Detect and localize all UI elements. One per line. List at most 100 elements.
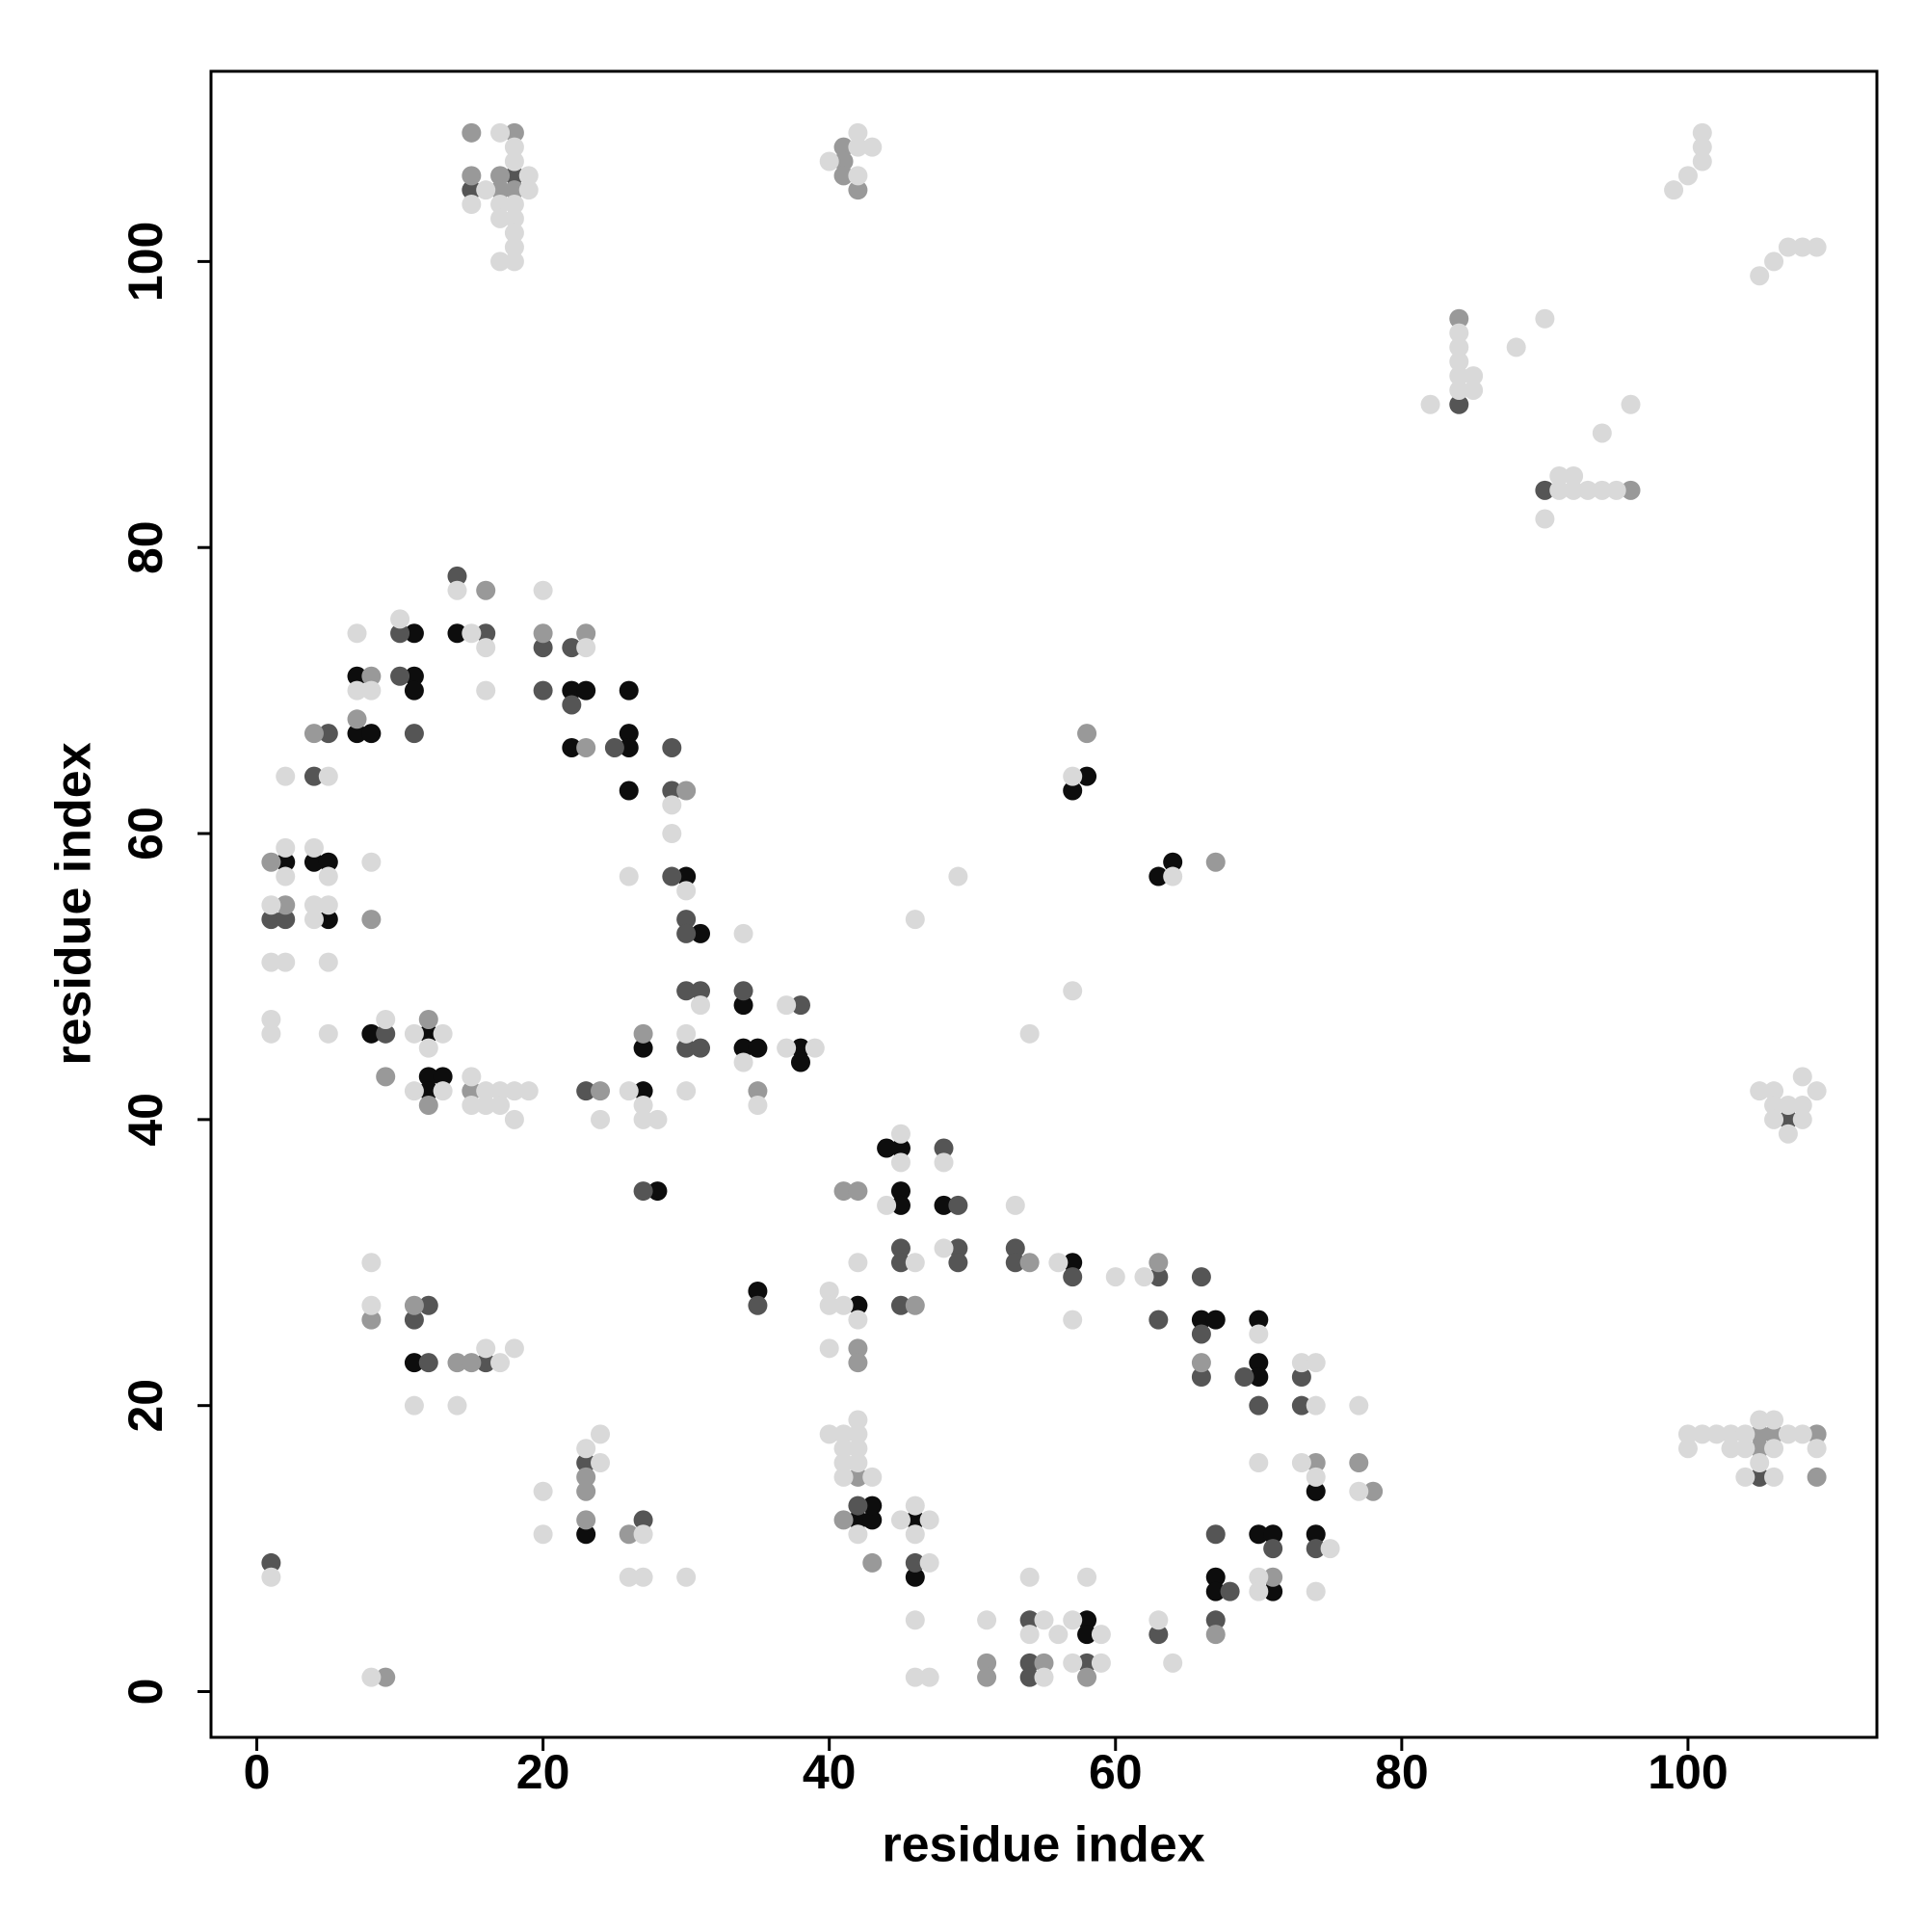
- point: [1564, 480, 1584, 500]
- point: [261, 1552, 281, 1573]
- point: [848, 1467, 868, 1487]
- point: [733, 995, 753, 1016]
- point: [676, 1038, 697, 1058]
- point: [748, 1281, 768, 1301]
- point: [404, 1310, 424, 1330]
- point: [476, 1096, 496, 1116]
- point: [1148, 1625, 1169, 1645]
- point: [462, 195, 482, 215]
- point: [890, 1181, 911, 1202]
- point: [562, 638, 582, 658]
- point: [1249, 1524, 1269, 1545]
- point: [733, 1038, 753, 1058]
- point: [447, 566, 467, 586]
- point: [433, 1023, 453, 1044]
- point: [848, 1410, 868, 1430]
- point: [1205, 1625, 1226, 1645]
- point: [833, 1439, 854, 1459]
- point: [1349, 1395, 1369, 1416]
- point: [462, 122, 482, 143]
- point: [662, 824, 682, 844]
- point: [662, 737, 682, 757]
- point: [919, 1667, 939, 1687]
- point: [276, 866, 296, 887]
- point: [890, 1195, 911, 1215]
- point: [1792, 1109, 1812, 1129]
- point: [418, 1096, 438, 1116]
- point: [390, 609, 410, 629]
- point: [1249, 1367, 1269, 1388]
- point: [777, 995, 797, 1016]
- point: [848, 1253, 868, 1273]
- x-axis-title: residue index: [882, 1817, 1204, 1873]
- point: [504, 166, 524, 186]
- point: [447, 580, 467, 600]
- y-tick-label: 60: [119, 807, 172, 860]
- point: [1792, 1424, 1812, 1444]
- point: [1549, 466, 1570, 487]
- point: [1019, 1567, 1040, 1587]
- point: [261, 910, 281, 930]
- point: [418, 1353, 438, 1373]
- point: [848, 1338, 868, 1359]
- point: [1291, 1353, 1311, 1373]
- point: [1764, 1109, 1784, 1129]
- point: [1005, 1238, 1025, 1258]
- point: [948, 1253, 968, 1273]
- point: [1677, 166, 1698, 186]
- point: [1191, 1367, 1211, 1388]
- point: [1621, 480, 1641, 500]
- point: [1564, 466, 1584, 487]
- point: [1464, 380, 1484, 400]
- point: [1205, 1567, 1226, 1587]
- point: [905, 1295, 925, 1315]
- point: [1535, 480, 1555, 500]
- point: [490, 208, 511, 228]
- point: [1091, 1625, 1111, 1645]
- point: [418, 1067, 438, 1087]
- point: [848, 1181, 868, 1202]
- point: [490, 1096, 511, 1116]
- point: [347, 666, 367, 686]
- point: [691, 923, 711, 943]
- point: [1034, 1610, 1054, 1630]
- point: [504, 137, 524, 157]
- point: [404, 1395, 424, 1416]
- point: [1464, 366, 1484, 386]
- point: [1592, 480, 1612, 500]
- point: [1249, 1567, 1269, 1587]
- y-tick-label: 40: [119, 1093, 172, 1147]
- point: [890, 1238, 911, 1258]
- point: [1449, 323, 1469, 343]
- point: [276, 766, 296, 786]
- point: [848, 1524, 868, 1545]
- point: [905, 1667, 925, 1687]
- point: [1019, 1610, 1040, 1630]
- point: [647, 1109, 668, 1129]
- point: [1721, 1424, 1741, 1444]
- point: [1234, 1367, 1254, 1388]
- point: [833, 1295, 854, 1315]
- point: [1163, 1653, 1183, 1673]
- point: [1349, 1481, 1369, 1501]
- point: [1764, 251, 1784, 272]
- point: [1692, 1424, 1712, 1444]
- point: [1306, 1467, 1326, 1487]
- point: [919, 1510, 939, 1530]
- point: [1077, 1567, 1097, 1587]
- point: [261, 852, 281, 872]
- point: [576, 1439, 596, 1459]
- point: [748, 1081, 768, 1101]
- point: [1191, 1353, 1211, 1373]
- point: [462, 1081, 482, 1101]
- point: [1148, 1310, 1169, 1330]
- point: [977, 1653, 997, 1673]
- point: [1019, 1023, 1040, 1044]
- point: [1063, 981, 1083, 1001]
- point: [504, 1109, 524, 1129]
- y-tick-label: 80: [119, 520, 172, 574]
- point: [676, 1567, 697, 1587]
- point: [591, 1453, 611, 1473]
- point: [462, 1096, 482, 1116]
- point: [1449, 308, 1469, 329]
